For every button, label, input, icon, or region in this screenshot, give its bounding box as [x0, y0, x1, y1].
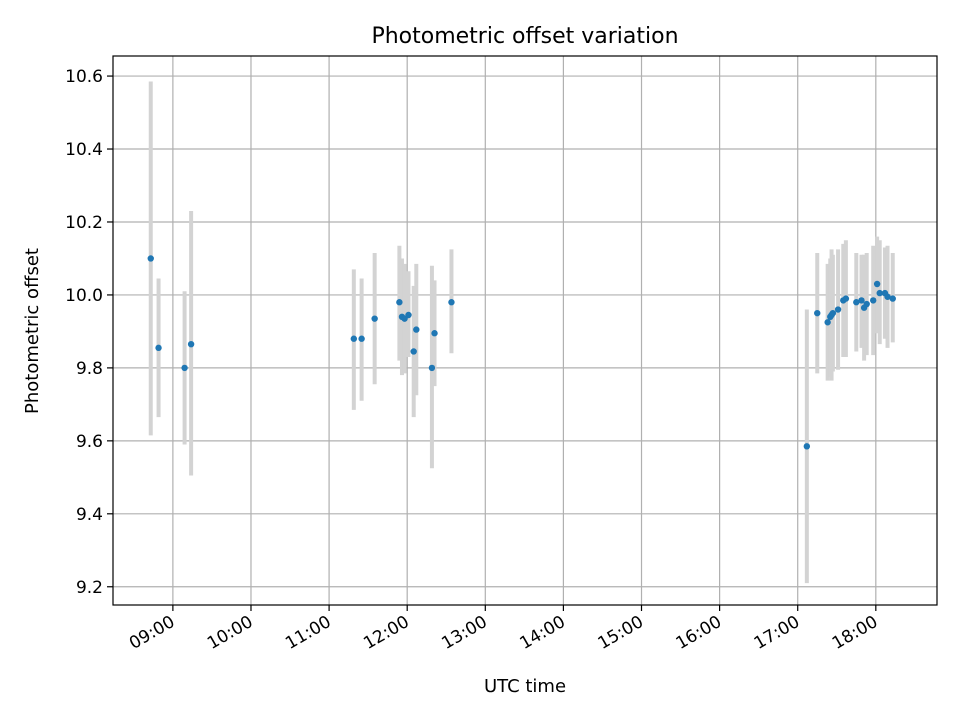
- data-point: [410, 348, 417, 355]
- data-point: [428, 364, 436, 372]
- data-point: [863, 300, 870, 308]
- data-point: [834, 306, 842, 313]
- y-tick-label: 10.0: [65, 286, 103, 306]
- y-axis-ticks: 9.2 9.4 9.6 9.8 10.0 10.2 10.4 10.6: [65, 67, 113, 598]
- y-tick-label: 10.2: [65, 213, 103, 233]
- data-point: [876, 289, 883, 297]
- data-point: [147, 255, 154, 262]
- data-point: [842, 295, 850, 302]
- data-point: [448, 299, 455, 306]
- data-point: [431, 330, 438, 337]
- data-point: [884, 293, 891, 300]
- data-point: [889, 295, 896, 302]
- data-point: [396, 299, 403, 306]
- data-point: [413, 326, 420, 333]
- data-point: [814, 309, 821, 317]
- data-point: [405, 311, 412, 319]
- data-point: [803, 443, 811, 450]
- data-points: [147, 255, 896, 450]
- x-axis-label: UTC time: [484, 676, 566, 697]
- y-tick-label: 9.6: [76, 432, 103, 452]
- data-point: [870, 297, 877, 304]
- data-point: [858, 297, 865, 304]
- y-tick-label: 9.8: [76, 359, 103, 379]
- data-point: [358, 335, 365, 342]
- y-tick-label: 10.4: [65, 140, 103, 160]
- data-point: [371, 315, 378, 322]
- y-tick-label: 9.2: [76, 578, 103, 598]
- y-tick-label: 9.4: [76, 505, 103, 525]
- plot-area-frame: [112, 55, 938, 606]
- data-point: [181, 364, 188, 372]
- data-point: [824, 319, 831, 326]
- data-point: [853, 299, 860, 306]
- data-point: [829, 309, 837, 317]
- chart-title: Photometric offset variation: [371, 24, 678, 49]
- data-point: [187, 340, 195, 348]
- y-axis-label: Photometric offset: [22, 248, 43, 414]
- data-point: [350, 335, 358, 342]
- y-tick-label: 10.6: [65, 67, 103, 87]
- data-point: [155, 344, 162, 352]
- data-point: [873, 280, 881, 288]
